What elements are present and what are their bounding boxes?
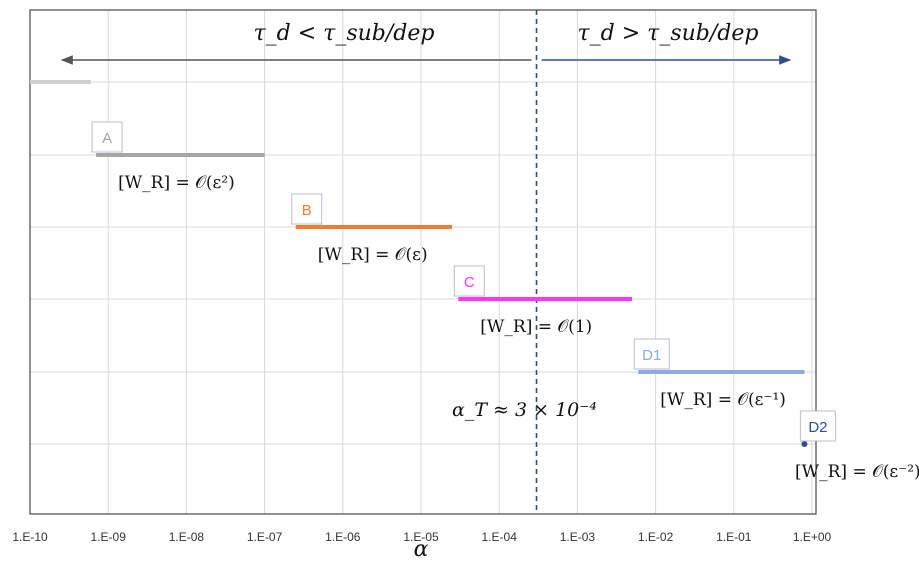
series-label-box-d1 [633,338,670,370]
x-tick-label: 1.E-01 [716,530,752,544]
regime-arrows: τ_d < τ_sub/dep τ_d > τ_sub/dep [60,21,792,65]
series-label-c: C [464,274,475,291]
annotation-d1: [W_R] = 𝒪(ε⁻¹) [660,390,786,410]
threshold-layer: α_T ≈ 3 × 10⁻⁴ [452,10,597,514]
range-bars [96,153,808,447]
left-regime-label: τ_d < τ_sub/dep [254,21,435,46]
plot-frame [29,9,817,515]
series-label-b: B [302,202,312,219]
x-tick-label: 1.E+00 [793,530,832,544]
x-tick-label: 1.E-04 [482,530,518,544]
x-axis-ticks: 1.E-10 1.E-09 1.E-08 1.E-07 1.E-06 1.E-05 1.E-… [12,530,831,544]
x-tick-label: 1.E-06 [325,530,361,544]
range-labels: A [W_R] = 𝒪(ε²) B [W_R] = 𝒪(ε) C [W_R] = 𝒪(1)… [91,121,919,482]
series-label-box-c [453,265,485,297]
right-regime-label: τ_d > τ_sub/dep [578,21,759,46]
series-label-a: A [102,130,112,147]
series-label-box-a [91,121,123,153]
x-tick-label: 1.E-08 [169,530,205,544]
range-bar-d2 [801,441,808,447]
series-label-box-d2 [799,410,836,442]
annotation-b: [W_R] = 𝒪(ε) [318,245,428,265]
x-tick-label: 1.E-07 [247,530,283,544]
series-label-box-b [291,193,323,225]
x-tick-label: 1.E-05 [403,530,439,544]
x-tick-label: 1.E-10 [12,530,48,544]
x-tick-label: 1.E-03 [560,530,596,544]
x-tick-label: 1.E-02 [638,530,674,544]
annotation-c: [W_R] = 𝒪(1) [480,317,592,337]
threshold-label: α_T ≈ 3 × 10⁻⁴ [452,399,597,421]
x-axis-label: α [414,537,429,562]
x-tick-label: 1.E-09 [91,530,127,544]
annotation-d2: [W_R] = 𝒪(ε⁻²) [795,462,919,482]
series-label-d1: D1 [642,347,661,364]
annotation-a: [W_R] = 𝒪(ε²) [118,173,235,193]
series-label-d2: D2 [808,419,827,436]
